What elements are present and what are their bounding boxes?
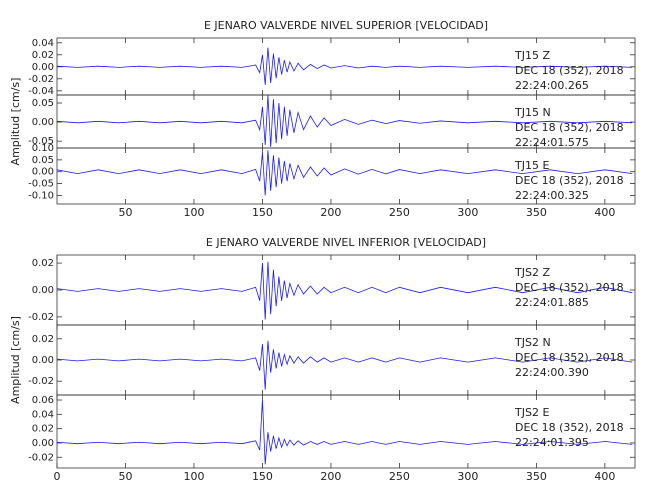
panel-frame <box>56 394 636 469</box>
y-tick-label: -0.02 <box>28 452 54 463</box>
y-tick-label: -0.02 <box>28 312 54 323</box>
trace <box>56 150 633 196</box>
y-tick-label: 0.00 <box>32 117 54 128</box>
trace-annotation: 22:24:00.390 <box>515 366 589 379</box>
trace <box>56 340 633 390</box>
y-tick-label: -0.05 <box>28 179 54 190</box>
y-tick-label: 0.00 <box>32 167 54 178</box>
trace-annotation: 22:24:01.395 <box>515 436 589 449</box>
chart-title: E JENARO VALVERDE NIVEL INFERIOR [VELOCI… <box>206 236 486 249</box>
trace-annotation: 22:24:01.575 <box>515 136 589 149</box>
y-tick-label: 0.02 <box>32 424 54 435</box>
y-tick-label: 0.00 <box>32 355 54 366</box>
y-tick-label: 0.06 <box>32 395 54 406</box>
trace-annotation: 22:24:00.325 <box>515 189 589 202</box>
trace-annotation: TJS2 N <box>514 336 551 349</box>
y-tick-label: 0.05 <box>32 155 54 166</box>
trace-annotation: TJS2 Z <box>514 266 550 279</box>
trace <box>56 261 633 320</box>
y-axis-label: Amplitud [cm/s] <box>9 78 22 166</box>
y-tick-label: 0.02 <box>32 258 54 269</box>
x-tick-label: 100 <box>183 470 204 483</box>
x-tick-label: 350 <box>526 470 547 483</box>
y-axis-label: Amplitud [cm/s] <box>9 316 22 404</box>
y-tick-label: 0.04 <box>32 409 54 420</box>
x-tick-label: 200 <box>320 470 341 483</box>
y-tick-label: -0.02 <box>28 376 54 387</box>
trace <box>56 399 633 465</box>
y-tick-label: -0.10 <box>28 190 54 201</box>
trace-annotation: DEC 18 (352), 2018 <box>515 351 624 364</box>
y-tick-label: 0.00 <box>32 438 54 449</box>
x-tick-label: 100 <box>183 206 204 219</box>
x-tick-label: 50 <box>118 470 132 483</box>
x-tick-label: 300 <box>457 470 478 483</box>
trace-annotation: DEC 18 (352), 2018 <box>515 281 624 294</box>
x-tick-label: 50 <box>118 206 132 219</box>
y-tick-label: 0.05 <box>32 98 54 109</box>
y-tick-label: 0.04 <box>32 38 54 49</box>
x-tick-label: 250 <box>389 470 410 483</box>
x-tick-label: 400 <box>594 470 615 483</box>
x-tick-label: 150 <box>252 470 273 483</box>
trace-annotation: TJ15 E <box>514 159 549 172</box>
y-tick-label: -0.04 <box>28 86 54 97</box>
y-tick-label: -0.02 <box>28 74 54 85</box>
x-tick-label: 300 <box>457 206 478 219</box>
trace-annotation: DEC 18 (352), 2018 <box>515 64 624 77</box>
y-tick-label: 0.10 <box>32 143 54 154</box>
trace-annotation: 22:24:01.885 <box>515 296 589 309</box>
x-tick-label: 150 <box>252 206 273 219</box>
trace-annotation: DEC 18 (352), 2018 <box>515 121 624 134</box>
x-tick-label: 250 <box>389 206 410 219</box>
chart-title: E JENARO VALVERDE NIVEL SUPERIOR [VELOCI… <box>204 19 488 32</box>
trace <box>56 95 633 147</box>
y-tick-label: -0.05 <box>28 136 54 147</box>
trace-annotation: TJS2 E <box>514 406 549 419</box>
y-tick-label: 0.02 <box>32 50 54 61</box>
panel-frame <box>56 147 636 205</box>
y-tick-label: 0.02 <box>32 334 54 345</box>
trace-annotation: DEC 18 (352), 2018 <box>515 174 624 187</box>
trace-annotation: TJ15 Z <box>514 49 550 62</box>
x-tick-label: 350 <box>526 206 547 219</box>
trace <box>56 47 633 85</box>
y-tick-label: 0.00 <box>32 285 54 296</box>
x-tick-label: 0 <box>54 470 61 483</box>
trace-annotation: 22:24:00.265 <box>515 79 589 92</box>
x-tick-label: 400 <box>594 206 615 219</box>
trace-annotation: DEC 18 (352), 2018 <box>515 421 624 434</box>
trace-annotation: TJ15 N <box>514 106 551 119</box>
x-tick-label: 200 <box>320 206 341 219</box>
y-tick-label: 0.00 <box>32 62 54 73</box>
